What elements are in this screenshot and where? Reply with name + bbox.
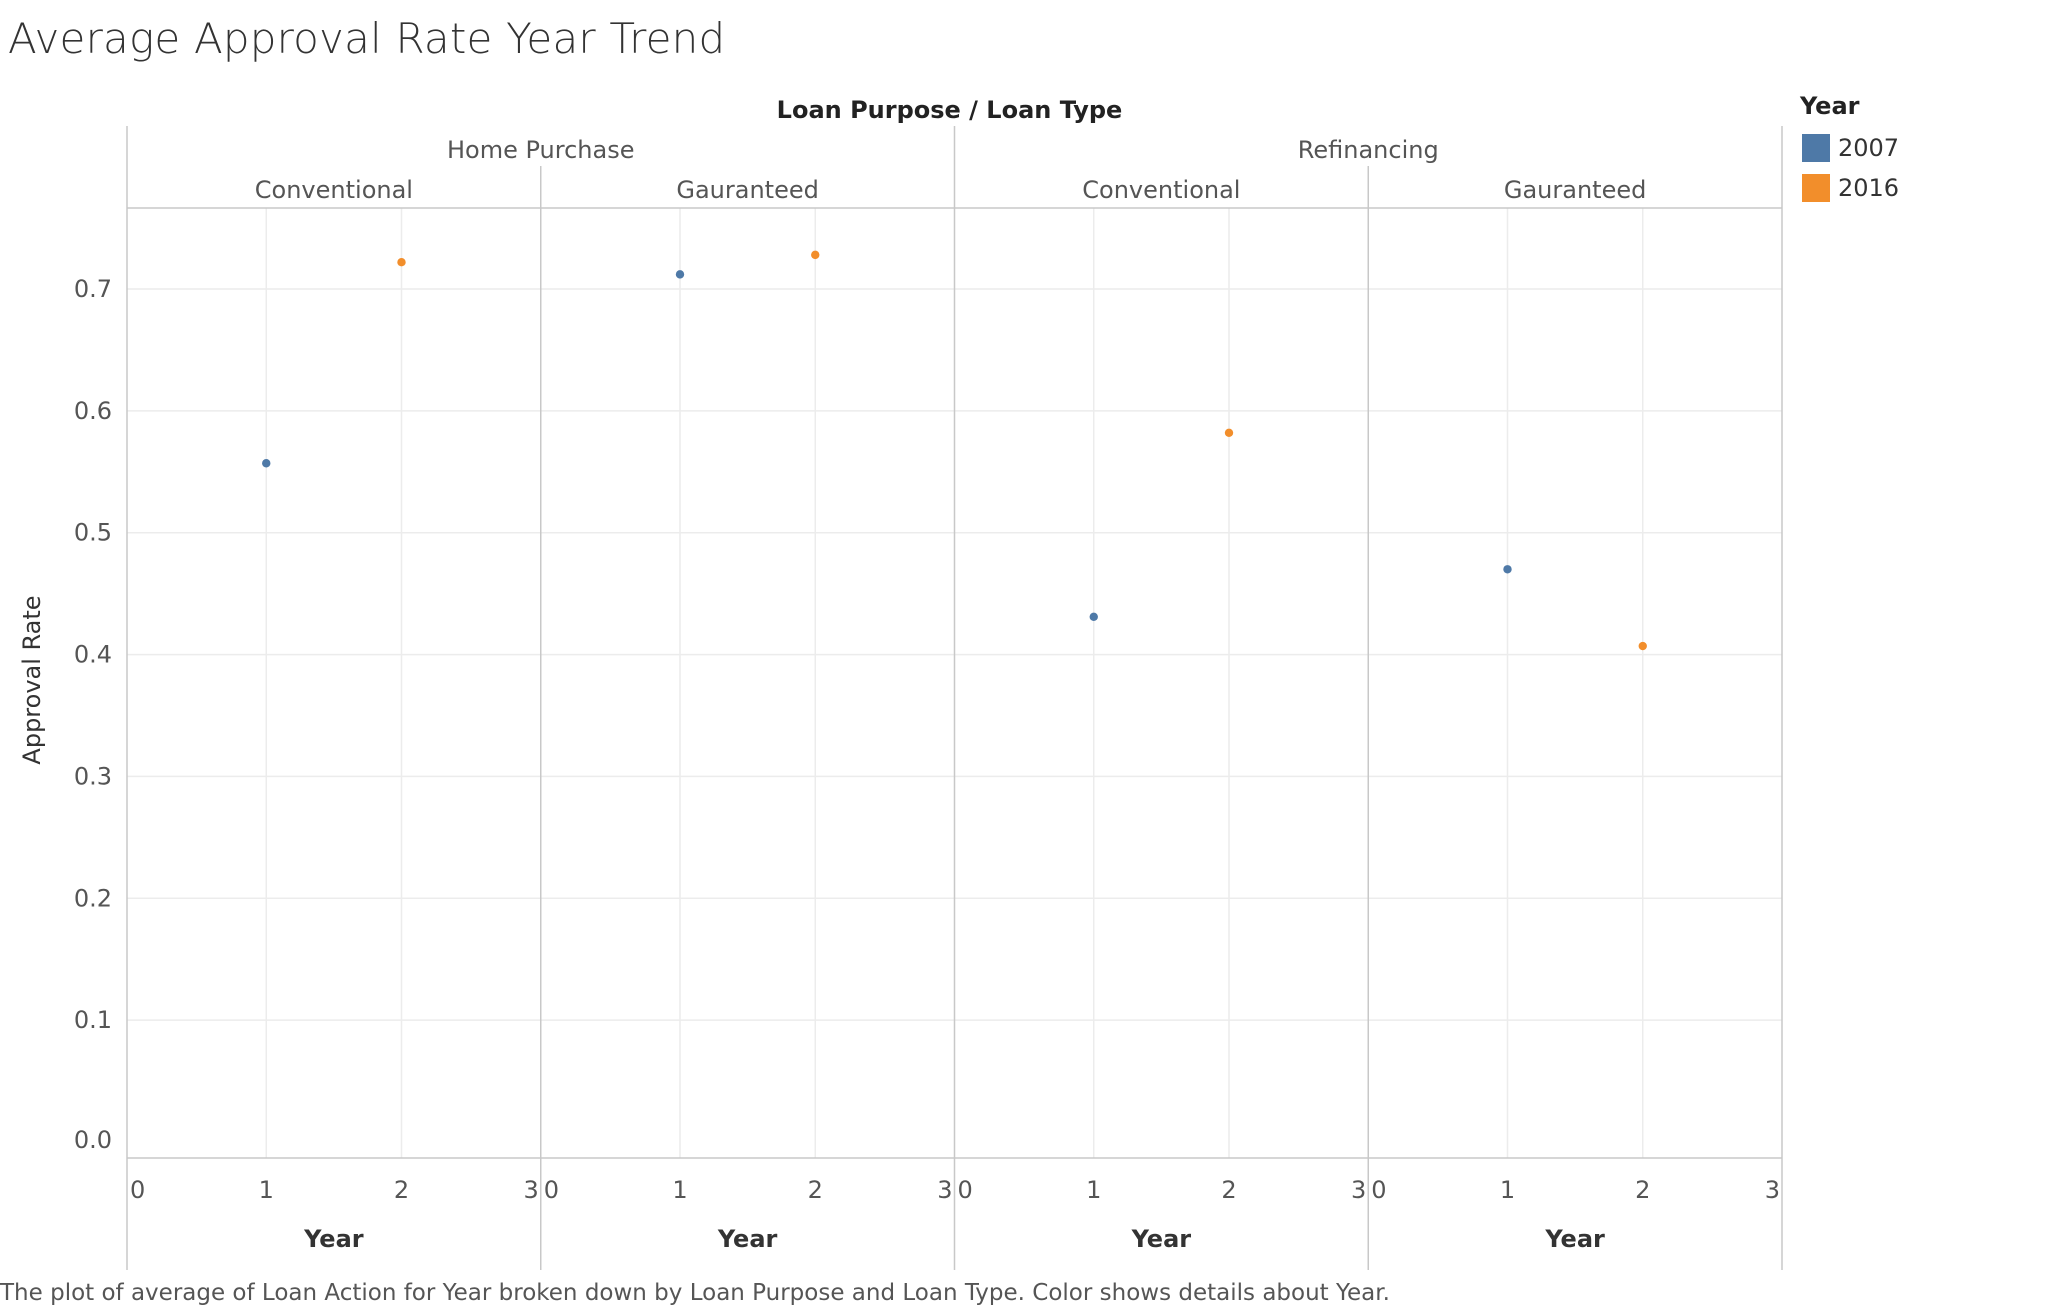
data-point-2007 [675, 270, 685, 279]
y-axis-label: Approval Rate [18, 595, 46, 764]
legend[interactable]: Year 2007 2016 [1800, 92, 1899, 208]
data-point-2016 [1638, 641, 1647, 651]
data-point-2016 [1224, 428, 1234, 437]
x-tick-label: 0 [130, 1176, 145, 1204]
x-tick-label: 1 [259, 1176, 274, 1204]
x-axis-label: Year [303, 1225, 364, 1253]
data-point-2007 [1503, 565, 1512, 574]
x-tick-label: 0 [544, 1176, 559, 1204]
x-tick-label: 3 [937, 1176, 952, 1204]
y-tick-label: 0.0 [74, 1126, 112, 1154]
data-point-2007 [1089, 612, 1098, 621]
legend-item-2016[interactable]: 2016 [1800, 168, 1899, 208]
chart-caption: The plot of average of Loan Action for Y… [0, 1280, 1390, 1306]
legend-label-2007: 2007 [1838, 134, 1900, 162]
y-tick-label: 0.2 [74, 884, 112, 912]
x-tick-label: 3 [1765, 1176, 1780, 1204]
x-tick-label: 2 [808, 1176, 823, 1204]
x-tick-label: 3 [1351, 1176, 1366, 1204]
legend-label-2016: 2016 [1838, 174, 1900, 202]
y-tick-label: 0.4 [74, 641, 112, 669]
panel-label: Gauranteed [1504, 176, 1646, 204]
panel-label: Conventional [255, 176, 413, 204]
group-label: Refinancing [1298, 136, 1439, 164]
x-axis-label: Year [717, 1225, 778, 1253]
x-tick-label: 2 [1635, 1176, 1650, 1204]
y-tick-label: 0.3 [74, 762, 112, 790]
panel-label: Conventional [1082, 176, 1240, 204]
chart-title: Average Approval Rate Year Trend [8, 14, 726, 63]
legend-item-2007[interactable]: 2007 [1800, 128, 1899, 168]
data-point-2007 [262, 459, 271, 468]
x-tick-label: 1 [672, 1176, 687, 1204]
data-point-2016 [397, 257, 406, 267]
legend-swatch-2016 [1802, 174, 1830, 202]
x-axis-label: Year [1544, 1225, 1605, 1253]
y-tick-label: 0.5 [74, 519, 112, 547]
x-tick-label: 0 [958, 1176, 973, 1204]
y-tick-label: 0.1 [74, 1006, 112, 1034]
y-tick-label: 0.6 [74, 397, 112, 425]
header-label: Loan Purpose / Loan Type [777, 96, 1123, 124]
legend-swatch-2007 [1802, 134, 1830, 162]
x-tick-label: 2 [1221, 1176, 1236, 1204]
x-axis-label: Year [1131, 1225, 1192, 1253]
x-tick-label: 2 [394, 1176, 409, 1204]
x-tick-label: 3 [523, 1176, 538, 1204]
panel-label: Gauranteed [676, 176, 818, 204]
y-tick-label: 0.7 [74, 275, 112, 303]
x-tick-label: 1 [1500, 1176, 1515, 1204]
data-point-2016 [811, 250, 820, 260]
x-tick-label: 1 [1086, 1176, 1101, 1204]
x-tick-label: 0 [1371, 1176, 1386, 1204]
legend-title: Year [1800, 92, 1860, 120]
chart-svg: Loan Purpose / Loan Type Home Purchase Ref… [18, 96, 1783, 1270]
group-label: Home Purchase [447, 136, 635, 164]
